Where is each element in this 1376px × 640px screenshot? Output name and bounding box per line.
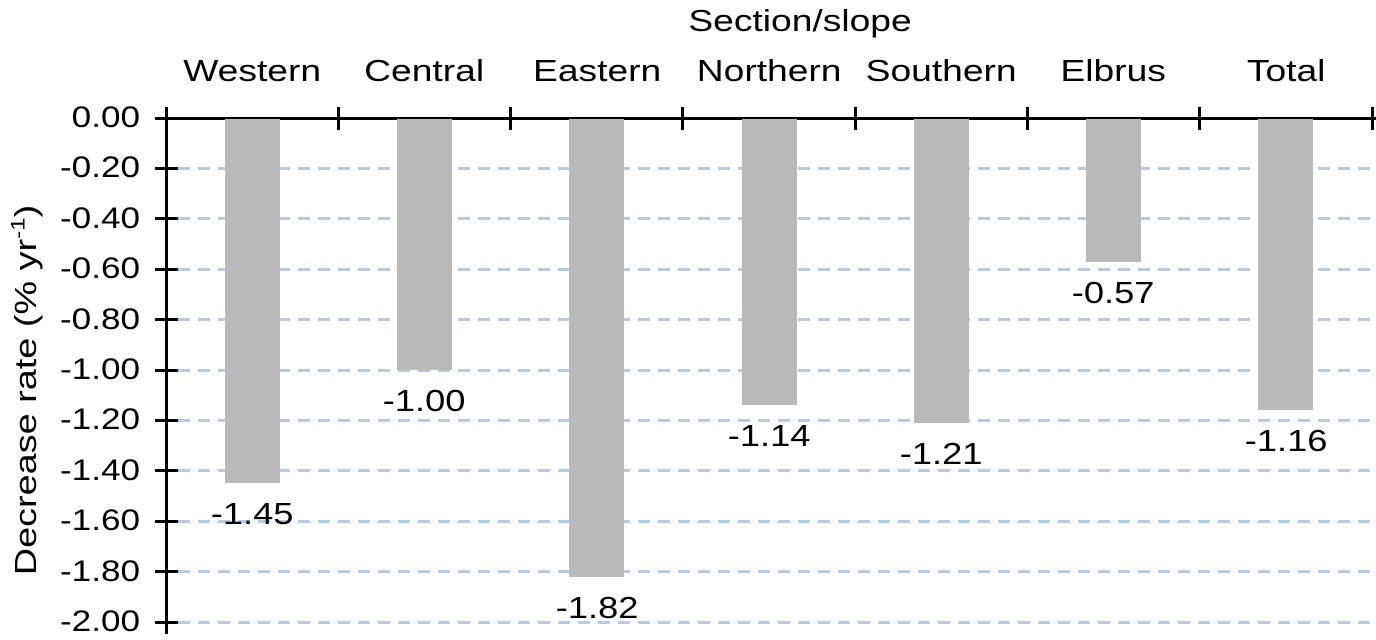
y-axis-tick-label: -0.20: [59, 151, 140, 185]
value-label-western: -1.45: [210, 496, 294, 531]
x-axis-tick: [336, 107, 340, 130]
y-axis-tick-label: 0.00: [71, 101, 140, 134]
value-label-elbrus: -0.57: [1072, 275, 1155, 310]
gridline: [178, 519, 1376, 523]
y-axis-tick-label: -1.00: [59, 353, 140, 386]
x-axis-tick: [164, 107, 168, 130]
y-axis-tick: [155, 217, 178, 221]
y-axis-tick: [155, 469, 178, 473]
category-label-eastern: Eastern: [532, 53, 661, 88]
x-axis-line: [164, 117, 1376, 120]
x-axis-tick: [1370, 107, 1374, 130]
gridline: [178, 469, 1376, 473]
y-axis-tick-label: -1.20: [59, 403, 140, 437]
value-label-northern: -1.14: [727, 418, 811, 453]
y-axis-tick: [155, 318, 178, 322]
gridline: [178, 418, 1376, 422]
y-axis-tick-label: -1.80: [59, 554, 140, 588]
value-label-total: -1.16: [1244, 423, 1328, 458]
x-axis-tick: [1025, 107, 1029, 130]
y-axis-tick: [155, 418, 178, 422]
chart-title: Section/slope: [688, 3, 912, 38]
x-axis-tick: [1198, 107, 1202, 130]
y-axis-tick-label: -0.60: [59, 252, 140, 286]
category-label-total: Total: [1246, 53, 1326, 88]
y-axis-tick-label: -2.00: [59, 605, 140, 638]
y-axis-tick: [155, 267, 178, 271]
category-label-northern: Northern: [696, 53, 842, 88]
y-axis-tick: [155, 166, 178, 170]
bar-northern: [741, 119, 797, 405]
bar-central: [396, 119, 452, 370]
gridline: [178, 570, 1376, 574]
x-axis-tick: [509, 107, 513, 130]
category-label-elbrus: Elbrus: [1060, 53, 1167, 88]
gridline: [178, 620, 1376, 624]
x-axis-tick: [853, 107, 857, 130]
category-label-western: Western: [183, 53, 322, 88]
value-label-eastern: -1.82: [555, 590, 639, 625]
x-axis-tick: [681, 107, 685, 130]
bar-elbrus: [1086, 119, 1142, 262]
bar-western: [224, 119, 280, 483]
y-axis-tick-label: -1.60: [59, 504, 140, 538]
y-axis-tick: [155, 519, 178, 523]
y-axis-tick: [155, 368, 178, 372]
category-label-central: Central: [364, 53, 485, 88]
value-label-central: -1.00: [383, 383, 466, 418]
bar-southern: [913, 119, 969, 423]
bar-eastern: [569, 119, 625, 577]
y-axis-tick-label: -0.40: [59, 201, 140, 235]
y-axis-tick: [155, 620, 178, 624]
category-label-southern: Southern: [865, 53, 1017, 88]
y-axis-tick-label: -0.80: [59, 302, 140, 336]
y-axis-tick-label: -1.40: [59, 453, 140, 487]
value-label-southern: -1.21: [899, 436, 983, 471]
bar-total: [1258, 119, 1314, 410]
y-axis-tick: [155, 570, 178, 574]
